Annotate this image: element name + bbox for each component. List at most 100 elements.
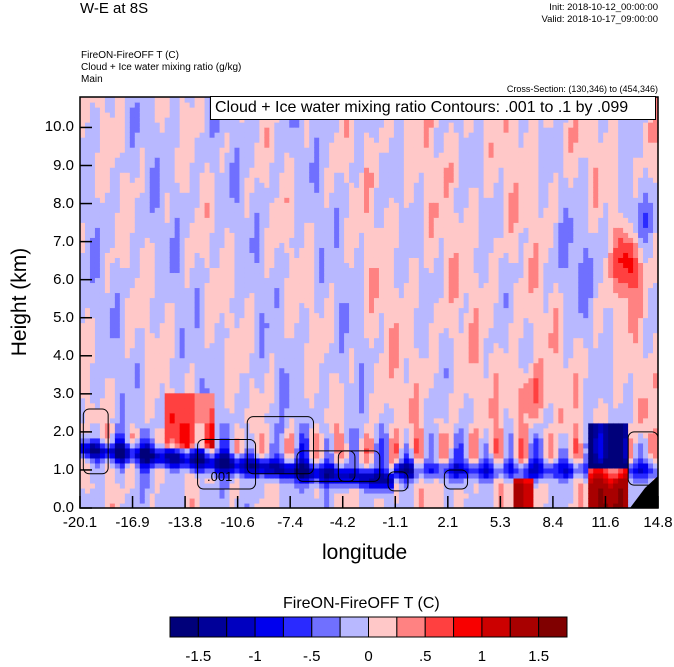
field-cell xyxy=(169,182,176,188)
field-cell xyxy=(299,457,305,464)
field-cell xyxy=(284,337,290,344)
field-cell xyxy=(229,187,236,193)
field-cell xyxy=(239,402,246,409)
field-cell xyxy=(229,492,236,499)
field-cell xyxy=(229,247,236,253)
field-cell xyxy=(304,232,310,238)
field-cell xyxy=(359,432,365,439)
field-cell xyxy=(169,372,176,379)
field-cell xyxy=(334,287,340,294)
field-cell xyxy=(209,397,216,404)
field-cell xyxy=(244,197,251,203)
field-cell xyxy=(84,122,91,128)
field-cell xyxy=(378,342,385,349)
field-cell xyxy=(209,462,216,469)
field-cell xyxy=(334,362,340,369)
field-cell xyxy=(344,312,350,319)
field-cell xyxy=(329,277,335,284)
field-cell xyxy=(284,442,290,449)
field-cell xyxy=(284,192,290,198)
field-cell xyxy=(114,317,121,324)
field-cell xyxy=(204,387,211,394)
field-cell xyxy=(164,292,171,299)
field-cell xyxy=(224,132,231,138)
field-cell xyxy=(224,457,231,464)
field-cell xyxy=(344,262,350,269)
field-cell xyxy=(334,192,340,198)
field-cell xyxy=(114,382,121,389)
field-cell xyxy=(339,427,345,434)
field-cell xyxy=(184,342,191,349)
field-cell xyxy=(304,422,310,429)
field-cell xyxy=(119,352,126,359)
field-cell xyxy=(324,312,330,319)
field-cell xyxy=(239,422,246,429)
field-cell xyxy=(349,187,355,193)
field-cell xyxy=(194,302,201,309)
field-cell xyxy=(209,172,216,178)
field-cell xyxy=(189,97,196,103)
field-cell xyxy=(279,227,285,233)
field-cell xyxy=(264,367,270,374)
field-cell xyxy=(159,217,166,223)
field-cell xyxy=(184,232,191,238)
field-cell xyxy=(104,372,111,379)
field-cell xyxy=(129,407,136,414)
field-cell xyxy=(124,367,131,374)
field-cell xyxy=(284,487,290,494)
field-cell xyxy=(339,432,345,439)
field-cell xyxy=(209,437,216,444)
field-cell xyxy=(274,297,280,304)
field-cell xyxy=(154,282,161,289)
field-cell xyxy=(104,362,111,369)
field-cell xyxy=(329,297,335,304)
field-cell xyxy=(239,322,246,329)
field-cell xyxy=(373,277,380,284)
field-cell xyxy=(339,132,345,138)
field-cell xyxy=(339,277,345,284)
field-cell xyxy=(264,417,270,424)
field-cell xyxy=(129,387,136,394)
field-cell xyxy=(284,302,290,309)
field-cell xyxy=(314,197,320,203)
field-cell xyxy=(194,502,201,509)
field-cell xyxy=(309,182,315,188)
field-cell xyxy=(224,262,231,269)
field-cell xyxy=(194,312,201,319)
field-cell xyxy=(254,217,260,223)
field-cell xyxy=(259,152,265,158)
field-cell xyxy=(99,432,106,439)
field-cell xyxy=(369,357,375,364)
field-cell xyxy=(234,472,241,479)
field-cell xyxy=(164,492,171,499)
field-cell xyxy=(119,242,126,248)
field-cell xyxy=(199,167,206,173)
field-cell xyxy=(349,387,355,394)
field-cell xyxy=(254,167,260,173)
field-cell xyxy=(189,162,196,168)
field-cell xyxy=(364,362,370,369)
field-cell xyxy=(189,497,196,504)
field-cell xyxy=(319,477,325,484)
field-cell xyxy=(109,197,116,203)
field-cell xyxy=(254,227,260,233)
field-cell xyxy=(114,247,121,253)
field-cell xyxy=(364,242,370,248)
field-cell xyxy=(319,252,325,258)
field-cell xyxy=(214,197,221,203)
field-cell xyxy=(344,192,350,198)
field-cell xyxy=(279,222,285,228)
field-cell xyxy=(359,442,365,449)
field-cell xyxy=(309,222,315,228)
field-cell xyxy=(104,287,111,294)
field-cell xyxy=(314,437,320,444)
field-cell xyxy=(269,307,275,314)
field-cell xyxy=(114,177,121,183)
field-cell xyxy=(279,267,285,274)
field-cell xyxy=(144,502,151,509)
field-cell xyxy=(249,272,255,279)
field-cell xyxy=(229,427,236,434)
field-cell xyxy=(99,417,106,424)
field-cell xyxy=(104,142,111,148)
field-cell xyxy=(264,207,270,213)
